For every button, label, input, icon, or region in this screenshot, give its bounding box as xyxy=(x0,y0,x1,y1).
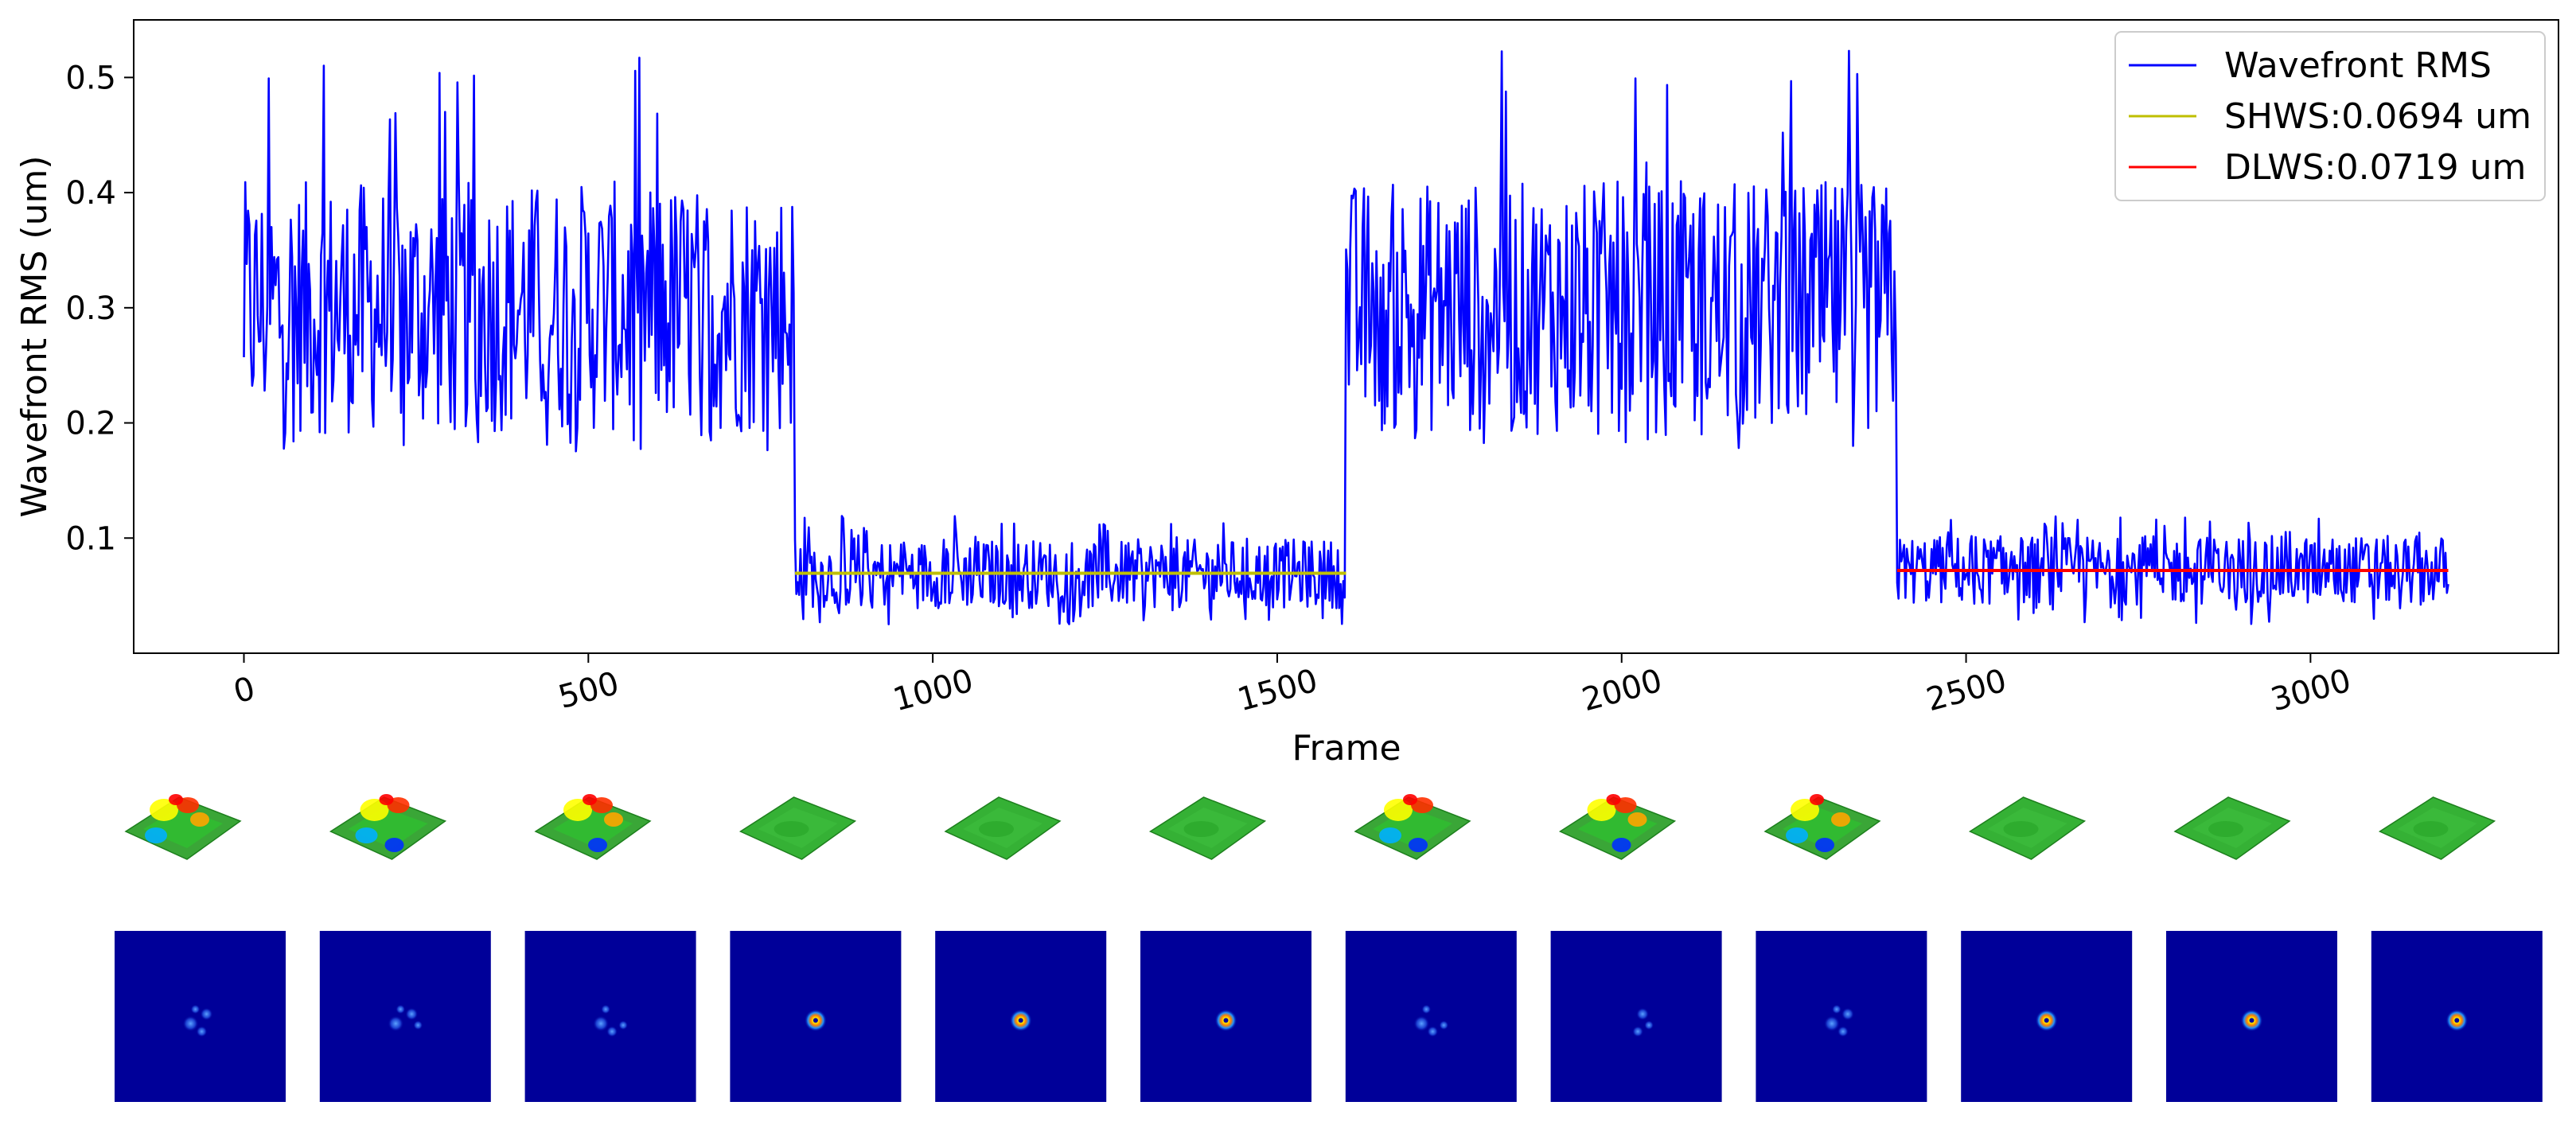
x-tick-label: 1000 xyxy=(890,663,977,719)
legend-label-shws: SHWS:0.0694 um xyxy=(2224,96,2531,137)
x-axis-ticks: 0 500 1000 1500 2000 2500 3000 xyxy=(230,653,2355,718)
y-tick-label: 0.1 xyxy=(65,520,116,557)
y-axis-ticks: 0.1 0.2 0.3 0.4 0.5 xyxy=(65,60,134,557)
wavefront-surface-thumbnail xyxy=(2378,796,2496,860)
x-tick-label: 1500 xyxy=(1233,663,1321,719)
x-tick-label: 0 xyxy=(230,670,259,710)
x-tick-label: 3000 xyxy=(2267,663,2355,719)
psf-image-thumbnail xyxy=(319,931,491,1102)
psf-image-thumbnail xyxy=(2371,931,2543,1102)
psf-image-row xyxy=(115,931,2543,1102)
x-axis-label: Frame xyxy=(1292,728,1401,769)
wavefront-surface-thumbnail xyxy=(329,794,447,860)
wavefront-surface-thumbnail xyxy=(534,794,652,860)
wavefront-surface-thumbnail xyxy=(1968,796,2087,860)
wavefront-surface-thumbnail xyxy=(1148,796,1267,860)
legend-label-wavefront-rms: Wavefront RMS xyxy=(2224,45,2492,86)
wavefront-surface-thumbnail xyxy=(2173,796,2291,860)
wavefront-surface-thumbnail xyxy=(739,796,857,860)
x-tick-label: 2000 xyxy=(1578,663,1666,719)
x-tick-label: 500 xyxy=(555,665,623,716)
wavefront-surface-thumbnail xyxy=(1354,794,1471,860)
series-layer xyxy=(243,49,2449,625)
legend-label-dlws: DLWS:0.0719 um xyxy=(2224,147,2526,188)
legend: Wavefront RMS SHWS:0.0694 um DLWS:0.0719… xyxy=(2114,31,2546,201)
wavefront-surface-thumbnail xyxy=(1763,794,1881,860)
psf-image-thumbnail xyxy=(524,931,696,1102)
wavefront-surface-thumbnail xyxy=(944,796,1062,860)
psf-image-thumbnail xyxy=(1550,931,1722,1102)
series-wavefront-rms-line xyxy=(243,49,2449,625)
psf-image-thumbnail xyxy=(115,931,286,1102)
x-tick-label: 2500 xyxy=(1923,663,2010,719)
wavefront-surface-thumbnail xyxy=(1558,794,1677,860)
y-tick-label: 0.5 xyxy=(65,60,116,96)
legend-box xyxy=(2114,31,2546,201)
y-tick-label: 0.2 xyxy=(65,406,116,442)
psf-image-thumbnail xyxy=(1140,931,1311,1102)
plot-frame xyxy=(133,19,2559,654)
y-tick-label: 0.4 xyxy=(65,175,116,212)
psf-image-thumbnail xyxy=(1961,931,2133,1102)
psf-image-thumbnail xyxy=(1756,931,1927,1102)
psf-image-thumbnail xyxy=(1345,931,1517,1102)
wavefront-surface-row xyxy=(124,794,2496,860)
y-axis-label: Wavefront RMS (um) xyxy=(14,156,55,518)
psf-image-thumbnail xyxy=(2166,931,2337,1102)
wavefront-surface-thumbnail xyxy=(124,794,242,860)
y-tick-label: 0.3 xyxy=(65,290,116,327)
psf-image-thumbnail xyxy=(730,931,902,1102)
psf-image-thumbnail xyxy=(935,931,1107,1102)
